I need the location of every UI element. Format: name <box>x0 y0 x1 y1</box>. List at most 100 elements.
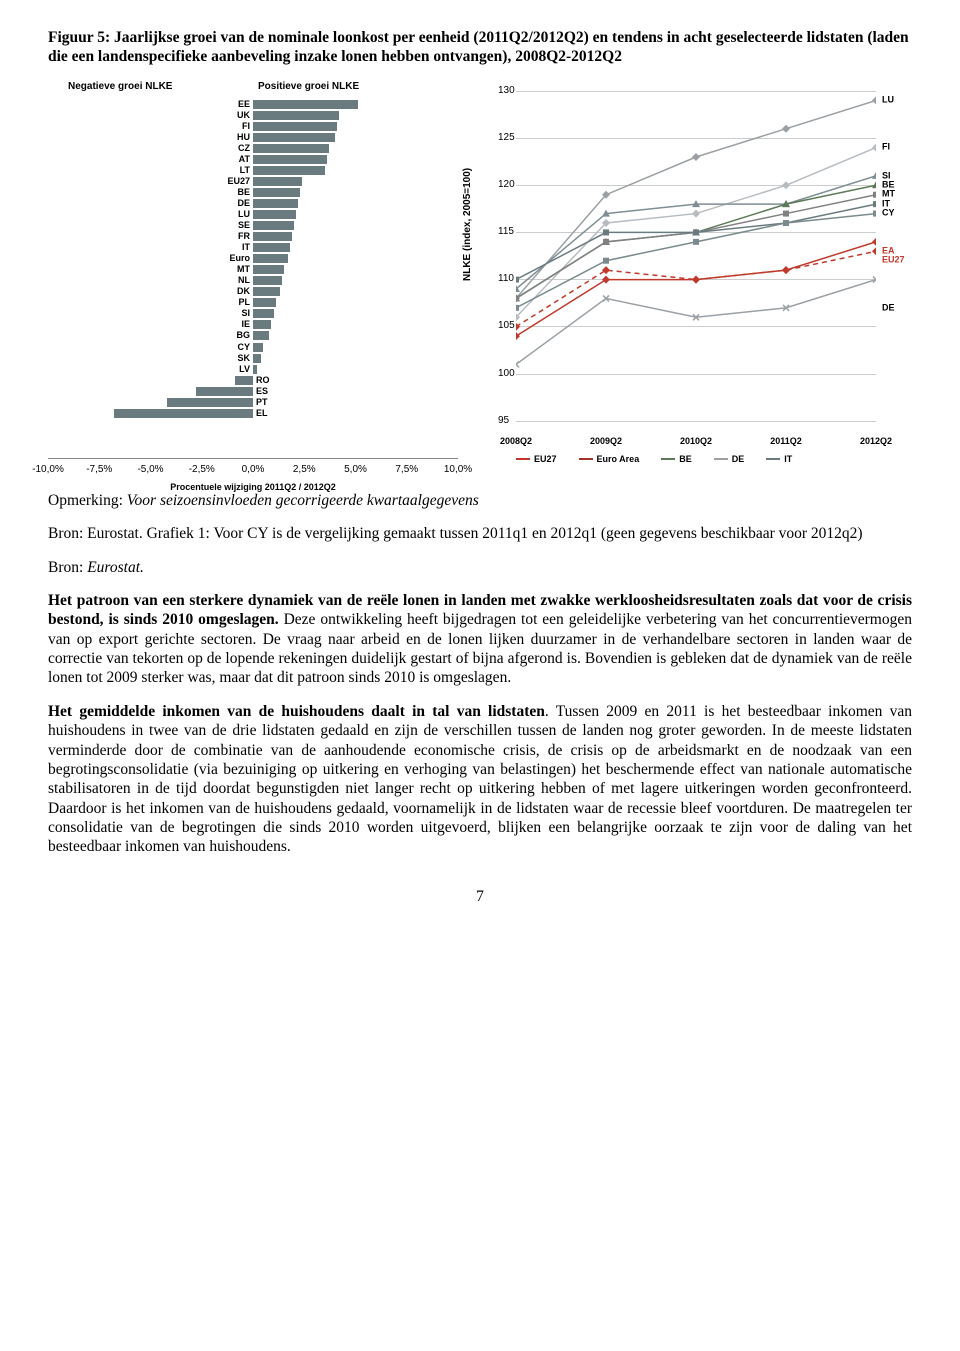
page-number: 7 <box>48 887 912 906</box>
series-marker <box>782 124 790 132</box>
line-ytick-label: 95 <box>498 415 509 428</box>
legend-item: Euro Area <box>579 454 640 465</box>
body-para-1: Het patroon van een sterkere dynamiek va… <box>48 591 912 688</box>
bar-row: PL <box>48 297 458 308</box>
bar-category-label: FR <box>238 232 250 241</box>
bar-rect <box>253 210 296 219</box>
para2-bold: Het gemiddelde inkomen van de huishouden… <box>48 703 545 720</box>
bar-rect <box>253 133 335 142</box>
series-marker <box>872 143 876 151</box>
series-marker <box>872 96 876 104</box>
bar-category-label: LV <box>239 365 250 374</box>
line-ytick-label: 100 <box>498 367 515 380</box>
series-line <box>516 242 876 336</box>
line-legend: EU27Euro AreaBEDEIT <box>516 454 876 465</box>
bar-rect <box>114 409 253 418</box>
bar-xtick-label: 7,5% <box>395 464 418 477</box>
line-ytick-label: 115 <box>498 226 514 239</box>
bar-rect <box>253 287 280 296</box>
series-marker <box>602 266 610 274</box>
line-ytick-label: 130 <box>498 85 515 98</box>
bar-xtick-label: -7,5% <box>86 464 112 477</box>
bar-rect <box>253 365 257 374</box>
bar-row: SI <box>48 308 458 319</box>
line-xtick-label: 2008Q2 <box>500 436 532 447</box>
bar-rect <box>253 232 292 241</box>
bar-xtick-label: -10,0% <box>32 464 64 477</box>
bar-rect <box>253 111 339 120</box>
series-marker <box>872 172 876 179</box>
bar-rect <box>167 398 253 407</box>
series-marker <box>873 191 876 197</box>
bar-row: UK <box>48 110 458 121</box>
figure-title: Figuur 5: Jaarlijkse groei van de nomina… <box>48 28 912 67</box>
bar-category-label: DE <box>237 199 250 208</box>
bar-rect <box>253 343 263 352</box>
legend-label: Euro Area <box>597 454 640 465</box>
bar-row: IT <box>48 242 458 253</box>
bar-row: HU <box>48 132 458 143</box>
bar-category-label: BG <box>237 331 251 340</box>
bar-rect <box>253 144 329 153</box>
bar-xtick-label: 2,5% <box>293 464 316 477</box>
series-marker <box>692 209 700 217</box>
bar-x-axis <box>48 458 458 459</box>
bar-xtick-label: 0,0% <box>242 464 265 477</box>
bar-rect <box>235 376 253 385</box>
bar-category-label: IE <box>241 320 250 329</box>
series-marker <box>872 247 876 255</box>
line-ytick-label: 110 <box>498 273 514 286</box>
series-marker <box>603 257 609 263</box>
bar-rect <box>253 354 261 363</box>
gridline <box>516 421 876 422</box>
legend-swatch <box>766 458 780 460</box>
bar-row: MT <box>48 264 458 275</box>
bar-category-label: UK <box>237 111 250 120</box>
series-marker <box>693 239 699 245</box>
series-marker <box>516 295 519 301</box>
bar-row: ES <box>48 386 458 397</box>
bar-rect <box>253 199 298 208</box>
bar-rect <box>196 387 253 396</box>
line-y-label: NLKE (index, 2005=100) <box>462 168 475 281</box>
legend-item: BE <box>661 454 692 465</box>
charts-row: Negatieve groei NLKE Positieve groei NLK… <box>48 81 912 481</box>
series-marker <box>873 210 876 216</box>
line-xtick-label: 2012Q2 <box>860 436 892 447</box>
line-xtick-label: 2010Q2 <box>680 436 712 447</box>
line-ytick-label: 120 <box>498 179 515 192</box>
series-marker <box>516 276 519 282</box>
bar-category-label: EE <box>238 100 250 109</box>
bar-row: EL <box>48 408 458 419</box>
series-line <box>516 251 876 326</box>
bar-category-label: EL <box>256 409 268 418</box>
bar-row: LV <box>48 364 458 375</box>
series-marker <box>873 201 876 207</box>
bar-rect <box>253 320 271 329</box>
bar-category-label: RO <box>256 376 270 385</box>
bar-category-label: SI <box>241 309 250 318</box>
bar-row: LU <box>48 209 458 220</box>
bar-row: IE <box>48 319 458 330</box>
bar-xtick-label: -5,0% <box>137 464 163 477</box>
bar-row: NL <box>48 275 458 286</box>
source-line-1: Bron: Eurostat. Grafiek 1: Voor CY is de… <box>48 524 912 543</box>
bar-row: CZ <box>48 143 458 154</box>
bar-pos-label: Positieve groei NLKE <box>258 81 359 94</box>
bar-row: DK <box>48 286 458 297</box>
bar-row: BG <box>48 330 458 341</box>
bar-plot-area: EEUKFIHUCZATLTEU27BEDELUSEFRITEuroMTNLDK… <box>48 99 458 439</box>
bar-row: RO <box>48 375 458 386</box>
bar-row: BE <box>48 187 458 198</box>
series-marker <box>872 238 876 246</box>
bar-row: EE <box>48 99 458 110</box>
bar-category-label: PL <box>238 298 250 307</box>
bar-rect <box>253 100 358 109</box>
legend-swatch <box>714 458 728 460</box>
bar-row: LT <box>48 165 458 176</box>
series-line <box>516 100 876 298</box>
series-marker <box>516 361 519 367</box>
bar-rect <box>253 331 269 340</box>
body-para-2: Het gemiddelde inkomen van de huishouden… <box>48 702 912 857</box>
bar-category-label: LU <box>238 210 250 219</box>
